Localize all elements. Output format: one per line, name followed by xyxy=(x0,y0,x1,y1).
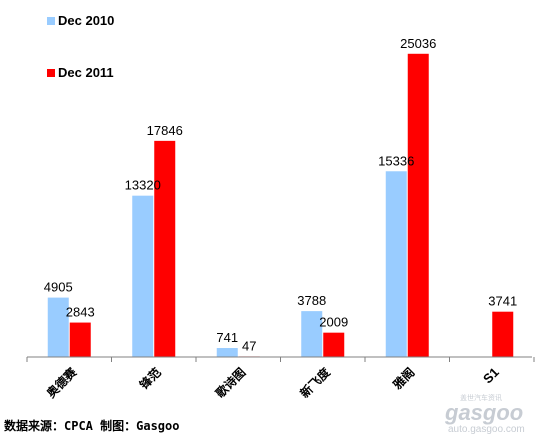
data-label: 17846 xyxy=(147,123,183,138)
gasgoo-watermark: 盖世汽车资讯 gasgoo auto.gasgoo.com xyxy=(444,393,525,435)
legend-label: Dec 2010 xyxy=(58,13,114,28)
legend-swatch xyxy=(47,69,55,77)
category-label: 奥德赛 xyxy=(43,364,80,401)
bar xyxy=(216,348,238,357)
bar xyxy=(154,140,176,357)
bar xyxy=(492,311,514,357)
category-label: 锋范 xyxy=(136,365,164,393)
data-label: 4905 xyxy=(44,280,73,295)
data-label: 741 xyxy=(216,330,238,345)
data-label: 25036 xyxy=(400,36,436,51)
data-label: 3741 xyxy=(488,294,517,309)
bar xyxy=(323,332,345,357)
data-label: 3788 xyxy=(297,293,326,308)
category-label: 雅阁 xyxy=(389,365,417,393)
bar xyxy=(407,53,429,357)
category-label: S1 xyxy=(480,365,502,387)
data-label: 15336 xyxy=(378,153,414,168)
x-axis-ticks xyxy=(26,357,535,362)
category-label: 新飞度 xyxy=(297,364,334,401)
bar xyxy=(132,195,154,357)
watermark-brand: gasgoo xyxy=(444,400,523,425)
legend-label: Dec 2011 xyxy=(58,65,114,80)
bars-group xyxy=(47,53,514,357)
watermark-url: auto.gasgoo.com xyxy=(448,424,525,435)
source-note: 数据来源：CPCA 制图：Gasgoo xyxy=(4,418,179,433)
data-label: 13320 xyxy=(125,178,161,193)
bar xyxy=(301,311,323,357)
legend: Dec 2010 Dec 2011 xyxy=(47,13,114,80)
watermark-tagline: 盖世汽车资讯 xyxy=(460,393,502,402)
legend-swatch xyxy=(47,17,55,25)
data-label: 2843 xyxy=(66,305,95,320)
data-label: 2009 xyxy=(319,315,348,330)
category-label: 歌诗图 xyxy=(212,365,248,401)
bar xyxy=(69,322,91,357)
category-labels-group: 奥德赛 锋范 歌诗图 新飞度 雅阁 S1 xyxy=(43,364,502,401)
bar xyxy=(47,297,69,357)
data-label: 47 xyxy=(242,338,256,353)
data-labels-group: 4905 2843 13320 17846 741 47 3788 2009 15336 2503… xyxy=(44,36,517,354)
bar xyxy=(385,171,407,357)
